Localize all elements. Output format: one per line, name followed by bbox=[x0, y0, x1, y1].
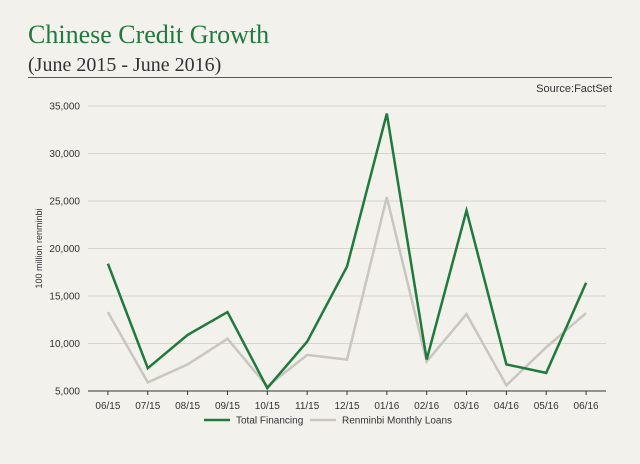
y-tick-label: 35,000 bbox=[49, 102, 80, 113]
x-tick-label: 10/15 bbox=[255, 401, 280, 412]
x-tick-label: 11/15 bbox=[295, 401, 320, 412]
source-note: Source:FactSet bbox=[536, 83, 612, 95]
x-tick-label: 09/15 bbox=[215, 401, 240, 412]
y-axis-label: 100 million renminbi bbox=[34, 208, 44, 288]
x-tick-label: 02/16 bbox=[414, 401, 439, 412]
chart-subtitle: (June 2015 - June 2016) bbox=[28, 54, 222, 76]
legend-total-financing-label: Total Financing bbox=[236, 416, 303, 427]
x-tick-label: 03/16 bbox=[454, 401, 479, 412]
x-tick-label: 05/16 bbox=[534, 401, 559, 412]
x-tick-label: 06/15 bbox=[95, 401, 120, 412]
y-tick-label: 25,000 bbox=[49, 197, 80, 208]
legend-renminbi-monthly-loans-label: Renminbi Monthly Loans bbox=[342, 416, 452, 427]
x-tick-label: 12/15 bbox=[334, 401, 359, 412]
x-tick-label: 01/16 bbox=[374, 401, 399, 412]
y-tick-label: 10,000 bbox=[49, 339, 80, 350]
x-tick-label: 08/15 bbox=[175, 401, 200, 412]
title-divider bbox=[28, 77, 612, 78]
x-tick-label: 06/16 bbox=[574, 401, 599, 412]
x-tick-label: 04/16 bbox=[494, 401, 519, 412]
y-tick-label: 5,000 bbox=[55, 387, 80, 398]
series-line-total-financing bbox=[106, 113, 588, 391]
y-tick-label: 20,000 bbox=[49, 244, 80, 255]
y-tick-label: 15,000 bbox=[49, 292, 80, 303]
chart-title: Chinese Credit Growth bbox=[28, 20, 270, 49]
series-line-renminbi-monthly-loans bbox=[106, 196, 587, 389]
y-tick-label: 30,000 bbox=[49, 149, 80, 160]
x-tick-label: 07/15 bbox=[135, 401, 160, 412]
